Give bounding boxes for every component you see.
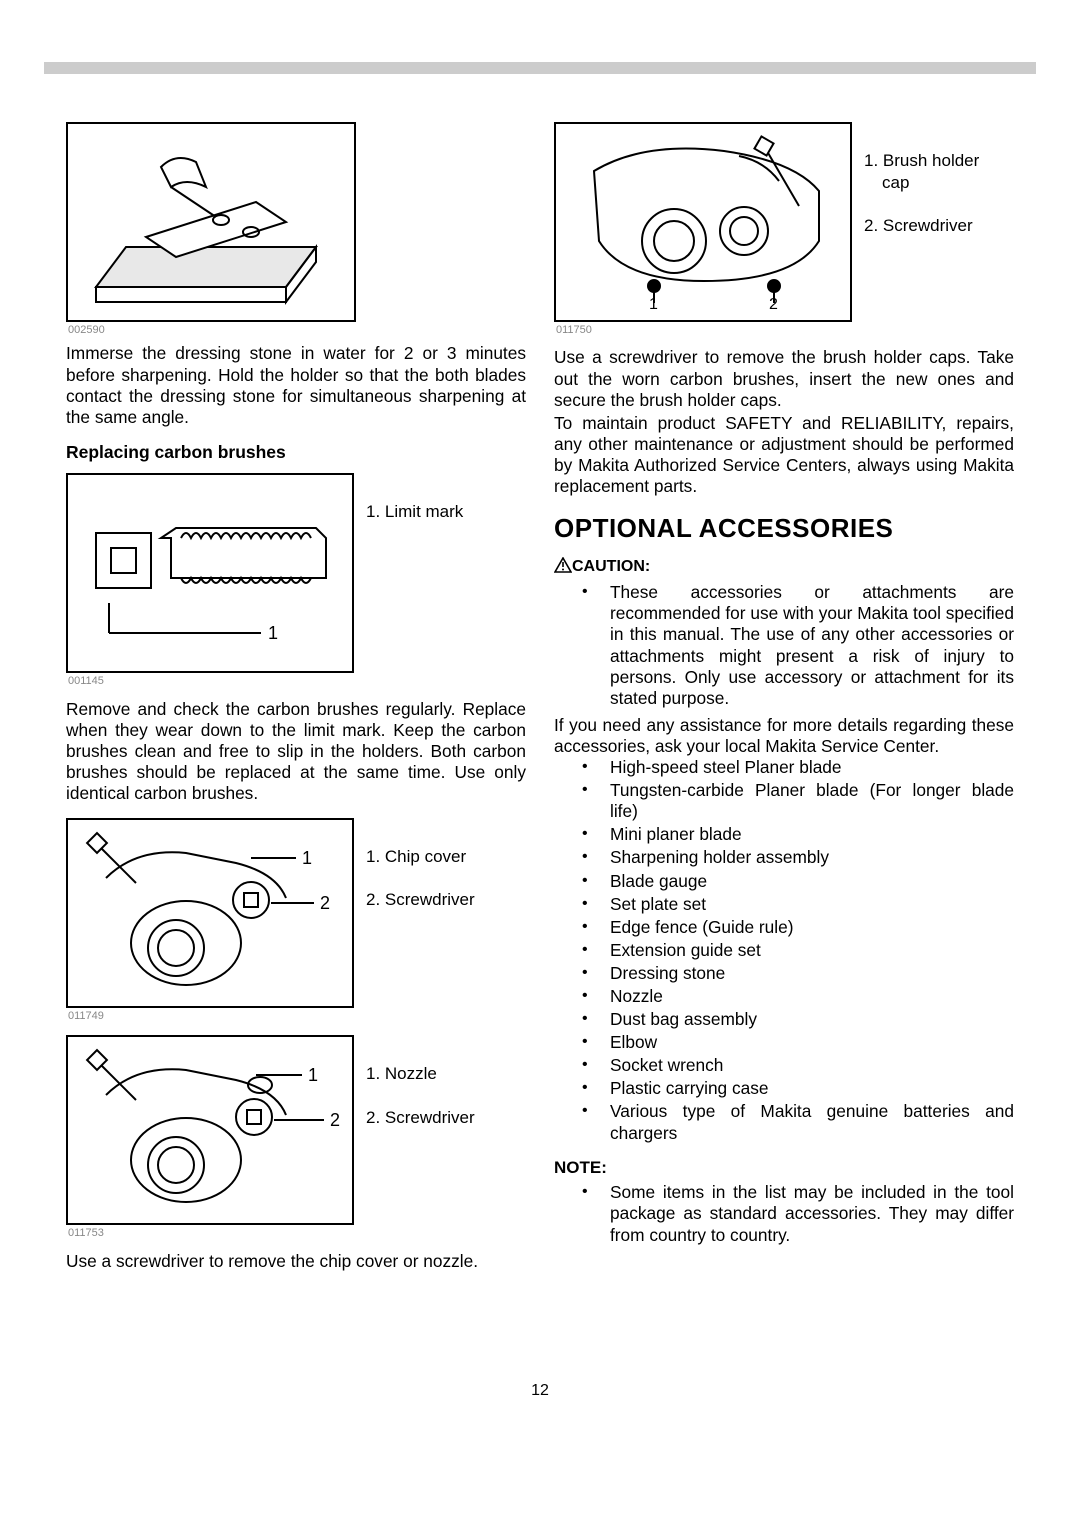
figure-labels: 1. Chip cover 2. Screwdriver: [366, 818, 475, 911]
label: 2. Screwdriver: [366, 890, 475, 909]
figure-limit-mark: 1: [66, 473, 354, 673]
note-item: Some items in the list may be included i…: [554, 1182, 1014, 1245]
accessory-item: Sharpening holder assembly: [554, 847, 1014, 868]
nozzle-illustration: 1 2: [76, 1045, 344, 1215]
figure-id: 011753: [68, 1227, 354, 1240]
svg-text:2: 2: [769, 296, 778, 313]
accessory-item: High-speed steel Planer blade: [554, 757, 1014, 778]
figure-row: 1 2 011753 1. Nozzle 2. Screwdriver: [66, 1035, 526, 1246]
svg-text:1: 1: [308, 1065, 318, 1085]
caution-label: CAUTION:: [572, 558, 650, 575]
paragraph: Remove and check the carbon brushes regu…: [66, 699, 526, 804]
figure-wrapper: 1 2 011753: [66, 1035, 354, 1246]
accessory-item: Dust bag assembly: [554, 1009, 1014, 1030]
figure-id: 002590: [68, 324, 526, 337]
svg-text:2: 2: [330, 1110, 340, 1130]
two-column-layout: 002590 Immerse the dressing stone in wat…: [66, 122, 1014, 1272]
figure-row: 1 001145 1. Limit mark: [66, 473, 526, 694]
figure-labels: 1. Limit mark: [366, 473, 463, 523]
figure-wrapper: 1 001145: [66, 473, 354, 694]
page-content: 002590 Immerse the dressing stone in wat…: [44, 74, 1036, 1440]
chip-cover-illustration: 1 2: [76, 828, 344, 998]
accessory-item: Set plate set: [554, 894, 1014, 915]
accessory-item: Extension guide set: [554, 940, 1014, 961]
paragraph: To maintain product SAFETY and RELIABILI…: [554, 413, 1014, 497]
accessory-item: Plastic carrying case: [554, 1078, 1014, 1099]
warning-triangle-icon: [554, 557, 572, 573]
figure-wrapper: 1 2 011750: [554, 122, 852, 343]
paragraph: Immerse the dressing stone in water for …: [66, 343, 526, 427]
label-cont: cap: [864, 172, 979, 194]
accessories-list: High-speed steel Planer bladeTungsten-ca…: [554, 757, 1014, 1144]
svg-text:1: 1: [649, 296, 658, 313]
paragraph: Use a screwdriver to remove the brush ho…: [554, 347, 1014, 410]
accessory-item: Socket wrench: [554, 1055, 1014, 1076]
figure-brush-holder: 1 2: [554, 122, 852, 322]
figure-id: 001145: [68, 675, 354, 688]
figure-dressing-stone: [66, 122, 356, 322]
accessory-item: Various type of Makita genuine batteries…: [554, 1101, 1014, 1143]
svg-text:1: 1: [302, 848, 312, 868]
figure-id: 011750: [556, 324, 852, 337]
figure-nozzle: 1 2: [66, 1035, 354, 1225]
accessory-item: Elbow: [554, 1032, 1014, 1053]
label: 1. Limit mark: [366, 502, 463, 521]
figure-labels: 1. Nozzle 2. Screwdriver: [366, 1035, 475, 1128]
accessory-item: Blade gauge: [554, 871, 1014, 892]
label: 1. Nozzle: [366, 1064, 437, 1083]
paragraph: Use a screwdriver to remove the chip cov…: [66, 1251, 526, 1272]
label: 2. Screwdriver: [366, 1108, 475, 1127]
section-title-accessories: OPTIONAL ACCESSORIES: [554, 513, 1014, 545]
limit-mark-illustration: 1: [76, 483, 344, 663]
svg-text:2: 2: [320, 893, 330, 913]
accessory-item: Nozzle: [554, 986, 1014, 1007]
caution-heading: CAUTION:: [554, 557, 1014, 577]
svg-text:1: 1: [268, 623, 278, 643]
header-bar: [44, 62, 1036, 74]
figure-row: 1 2 011749 1. Chip cover 2. Screwdriver: [66, 818, 526, 1029]
accessory-item: Tungsten-carbide Planer blade (For longe…: [554, 780, 1014, 822]
figure-chip-cover: 1 2: [66, 818, 354, 1008]
figure-row: 1 2 011750 1. Brush holder cap 2. Screwd…: [554, 122, 1014, 343]
figure-wrapper: 1 2 011749: [66, 818, 354, 1029]
accessory-item: Dressing stone: [554, 963, 1014, 984]
caution-list: These accessories or attachments are rec…: [554, 582, 1014, 709]
note-heading: NOTE:: [554, 1158, 1014, 1179]
note-list: Some items in the list may be included i…: [554, 1182, 1014, 1245]
caution-item: These accessories or attachments are rec…: [554, 582, 1014, 709]
brush-holder-illustration: 1 2: [564, 131, 842, 313]
accessory-item: Mini planer blade: [554, 824, 1014, 845]
label: 1. Chip cover: [366, 847, 466, 866]
label: 2. Screwdriver: [864, 216, 973, 235]
subheading-replacing-brushes: Replacing carbon brushes: [66, 442, 526, 463]
page-number: 12: [66, 1382, 1014, 1400]
left-column: 002590 Immerse the dressing stone in wat…: [66, 122, 526, 1272]
figure-labels: 1. Brush holder cap 2. Screwdriver: [864, 122, 979, 237]
accessory-item: Edge fence (Guide rule): [554, 917, 1014, 938]
label: 1. Brush holder: [864, 151, 979, 170]
right-column: 1 2 011750 1. Brush holder cap 2. Screwd…: [554, 122, 1014, 1272]
paragraph: If you need any assistance for more deta…: [554, 715, 1014, 757]
dressing-stone-illustration: [76, 132, 346, 312]
figure-id: 011749: [68, 1010, 354, 1023]
